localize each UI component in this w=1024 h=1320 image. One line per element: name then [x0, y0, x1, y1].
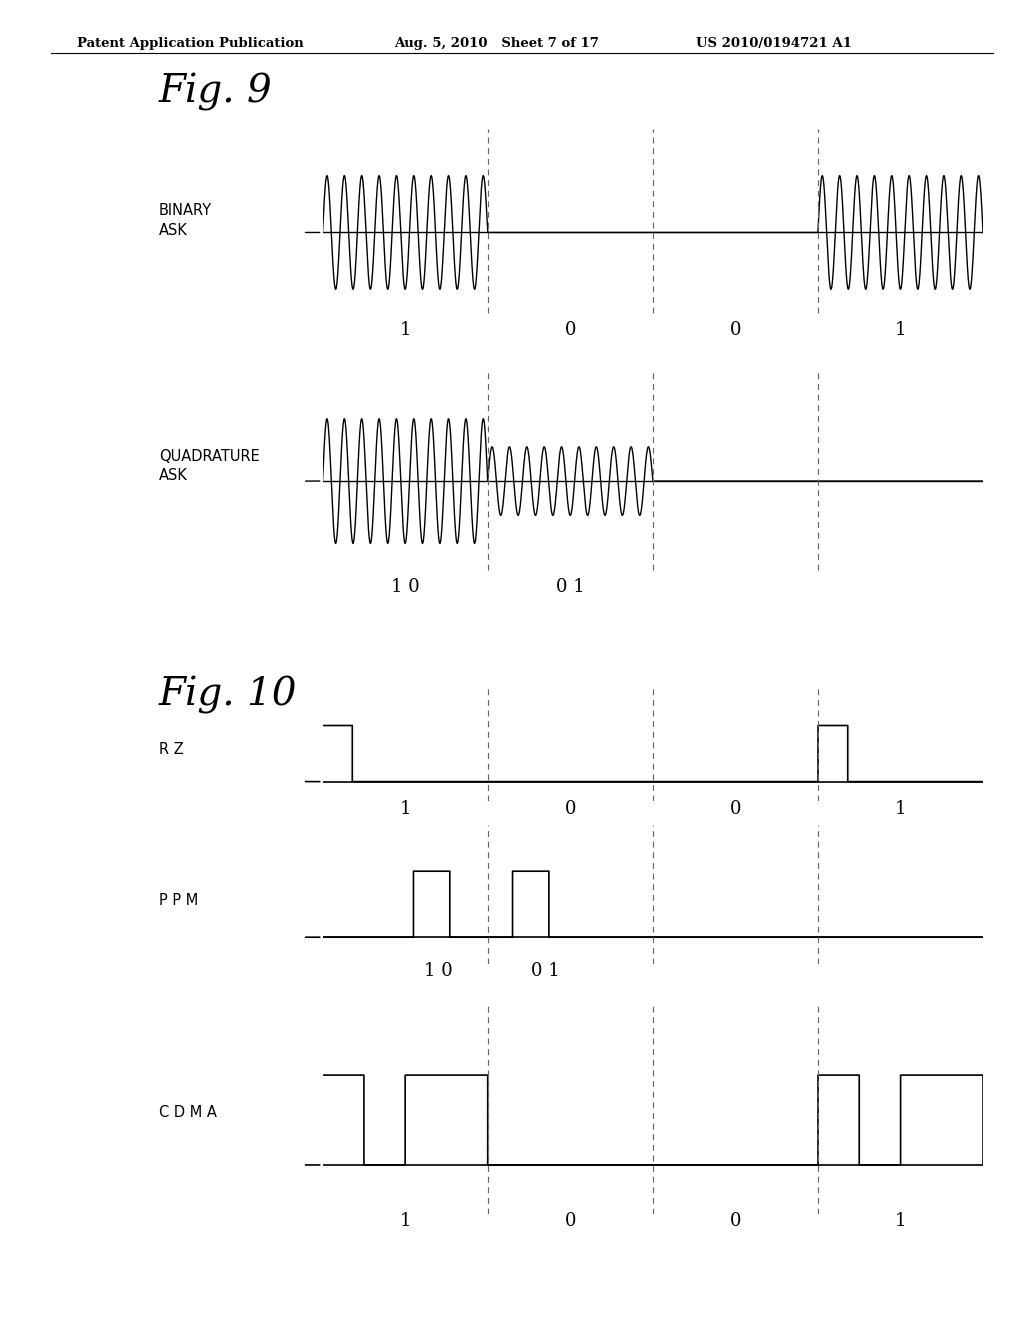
Text: BINARY
ASK: BINARY ASK [159, 203, 212, 238]
Text: C D M A: C D M A [159, 1105, 217, 1121]
Text: 0: 0 [564, 1212, 575, 1230]
Text: 0: 0 [730, 1212, 741, 1230]
Text: 1: 1 [895, 321, 906, 338]
Text: 0 1: 0 1 [531, 962, 560, 981]
Text: Fig. 10: Fig. 10 [159, 676, 297, 714]
Text: 1: 1 [399, 321, 411, 338]
Text: P P M: P P M [159, 892, 198, 908]
Text: 0 1: 0 1 [556, 578, 585, 595]
Text: QUADRATURE
ASK: QUADRATURE ASK [159, 449, 259, 483]
Text: R Z: R Z [159, 742, 183, 758]
Text: 1: 1 [399, 1212, 411, 1230]
Text: 0: 0 [730, 321, 741, 338]
Text: Fig. 9: Fig. 9 [159, 73, 272, 111]
Text: 1: 1 [895, 1212, 906, 1230]
Text: US 2010/0194721 A1: US 2010/0194721 A1 [696, 37, 852, 50]
Text: Aug. 5, 2010   Sheet 7 of 17: Aug. 5, 2010 Sheet 7 of 17 [394, 37, 599, 50]
Text: 0: 0 [564, 321, 575, 338]
Text: 1 0: 1 0 [424, 962, 453, 981]
Text: 1: 1 [895, 800, 906, 818]
Text: 0: 0 [564, 800, 575, 818]
Text: 1 0: 1 0 [391, 578, 420, 595]
Text: 1: 1 [399, 800, 411, 818]
Text: Patent Application Publication: Patent Application Publication [77, 37, 303, 50]
Text: 0: 0 [730, 800, 741, 818]
